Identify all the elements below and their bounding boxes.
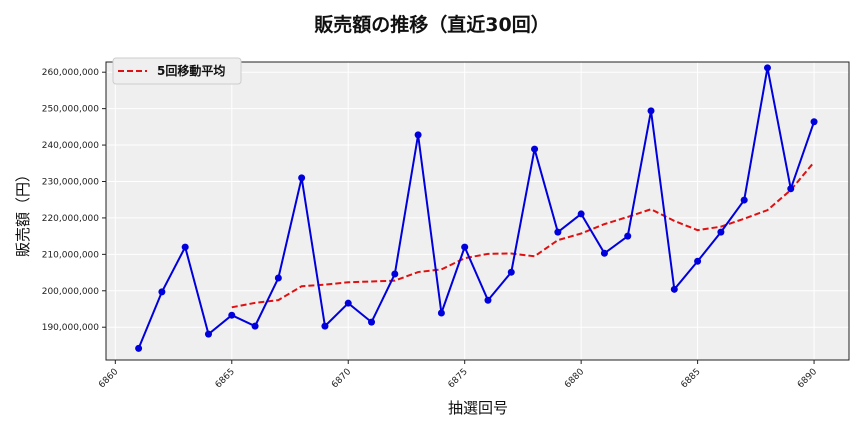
data-point [484,296,492,304]
data-point [810,118,818,126]
data-point [204,330,212,338]
data-point [694,257,702,265]
data-point [763,64,771,72]
legend: 5回移動平均 [112,57,242,85]
x-tick-label: 6875 [447,367,470,390]
data-point [228,311,236,319]
data-point [298,174,306,182]
data-point [368,318,376,326]
y-tick-label: 230,000,000 [42,177,100,187]
data-point [274,274,282,282]
x-tick-label: 6885 [679,367,702,390]
legend-box [112,57,242,85]
y-tick-label: 210,000,000 [42,250,100,260]
data-point [670,285,678,293]
data-point [600,249,608,257]
moving-average-line [231,161,815,309]
x-tick-label: 6880 [563,367,586,390]
data-point [321,322,329,330]
data-point [437,309,445,317]
data-point [531,145,539,153]
y-tick-label: 240,000,000 [42,141,100,151]
data-point [344,299,352,307]
y-tick-label: 260,000,000 [42,68,100,78]
data-point [135,344,143,352]
chart-title: 販売額の推移（直近30回） [314,14,550,36]
plot-frame [105,61,850,361]
y-axis-label: 販売額（円） [14,167,32,257]
x-tick-label: 6860 [97,367,120,390]
legend-label: 5回移動平均 [157,63,225,78]
data-point [577,210,585,218]
data-point [158,288,166,296]
data-point [507,268,515,276]
x-axis-label: 抽選回号 [448,399,508,417]
data-point [647,107,655,115]
data-point [740,196,748,204]
x-tick-label: 6865 [214,367,237,390]
data-point [554,228,562,236]
data-point [787,185,795,193]
y-tick-label: 250,000,000 [42,105,100,115]
data-point [391,270,399,278]
data-point [251,322,259,330]
x-tick-label: 6890 [796,367,819,390]
data-point [624,232,632,240]
y-tick-label: 190,000,000 [42,323,100,333]
plot-background [106,62,849,360]
y-axis-ticks: 190,000,000 200,000,000 210,000,000 220,000… [42,68,106,333]
data-point [181,243,189,251]
x-tick-label: 6870 [330,367,353,390]
data-point [461,243,469,251]
data-point [717,228,725,236]
y-tick-label: 200,000,000 [42,287,100,297]
y-tick-label: 220,000,000 [42,214,100,224]
sales-line [135,64,818,352]
x-axis-ticks: 6860 6865 6870 6875 6880 6885 6890 [97,360,819,390]
grid-lines [106,62,849,360]
data-point [414,131,422,139]
